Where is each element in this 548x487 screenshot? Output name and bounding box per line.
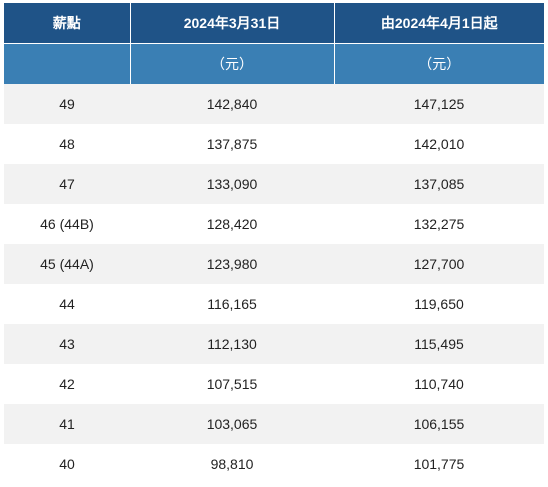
pay-point-cell: 44: [4, 284, 130, 324]
header-date-before: 2024年3月31日: [130, 3, 335, 44]
pay-point-cell: 45 (44A): [4, 244, 130, 284]
unit-row: （元） （元）: [4, 43, 544, 84]
salary-table: 薪點 2024年3月31日 由2024年4月1日起 （元） （元） 49 142…: [4, 3, 544, 484]
salary-after-cell: 115,495: [334, 324, 544, 364]
salary-after-cell: 101,775: [334, 444, 544, 484]
header-pay-point: 薪點: [4, 3, 131, 44]
table-row: 46 (44B) 128,420 132,275: [4, 204, 544, 244]
salary-after-cell: 142,010: [334, 124, 544, 164]
salary-before-cell: 98,810: [130, 444, 334, 484]
pay-point-cell: 49: [4, 84, 130, 124]
salary-after-cell: 127,700: [334, 244, 544, 284]
salary-after-cell: 132,275: [334, 204, 544, 244]
table-row: 42 107,515 110,740: [4, 364, 544, 404]
salary-after-cell: 119,650: [334, 284, 544, 324]
salary-before-cell: 112,130: [130, 324, 334, 364]
salary-before-cell: 103,065: [130, 404, 334, 444]
table-row: 45 (44A) 123,980 127,700: [4, 244, 544, 284]
salary-before-cell: 107,515: [130, 364, 334, 404]
salary-after-cell: 137,085: [334, 164, 544, 204]
header-row: 薪點 2024年3月31日 由2024年4月1日起: [4, 3, 544, 44]
unit-pay-point: [4, 43, 131, 84]
table-row: 43 112,130 115,495: [4, 324, 544, 364]
salary-before-cell: 133,090: [130, 164, 334, 204]
salary-after-cell: 106,155: [334, 404, 544, 444]
salary-before-cell: 128,420: [130, 204, 334, 244]
salary-before-cell: 142,840: [130, 84, 334, 124]
table-header: 薪點 2024年3月31日 由2024年4月1日起 （元） （元）: [4, 3, 544, 84]
table-row: 41 103,065 106,155: [4, 404, 544, 444]
salary-after-cell: 147,125: [334, 84, 544, 124]
pay-point-cell: 43: [4, 324, 130, 364]
unit-date-before: （元）: [130, 43, 335, 84]
salary-before-cell: 123,980: [130, 244, 334, 284]
pay-point-cell: 41: [4, 404, 130, 444]
table-row: 47 133,090 137,085: [4, 164, 544, 204]
pay-point-cell: 42: [4, 364, 130, 404]
table-row: 49 142,840 147,125: [4, 84, 544, 124]
salary-before-cell: 137,875: [130, 124, 334, 164]
table-row: 40 98,810 101,775: [4, 444, 544, 484]
salary-after-cell: 110,740: [334, 364, 544, 404]
unit-date-after: （元）: [334, 43, 544, 84]
salary-before-cell: 116,165: [130, 284, 334, 324]
header-date-after: 由2024年4月1日起: [334, 3, 544, 44]
table-body: 49 142,840 147,125 48 137,875 142,010 47…: [4, 84, 544, 484]
table-row: 44 116,165 119,650: [4, 284, 544, 324]
pay-point-cell: 40: [4, 444, 130, 484]
pay-point-cell: 48: [4, 124, 130, 164]
table-row: 48 137,875 142,010: [4, 124, 544, 164]
pay-point-cell: 46 (44B): [4, 204, 130, 244]
pay-point-cell: 47: [4, 164, 130, 204]
